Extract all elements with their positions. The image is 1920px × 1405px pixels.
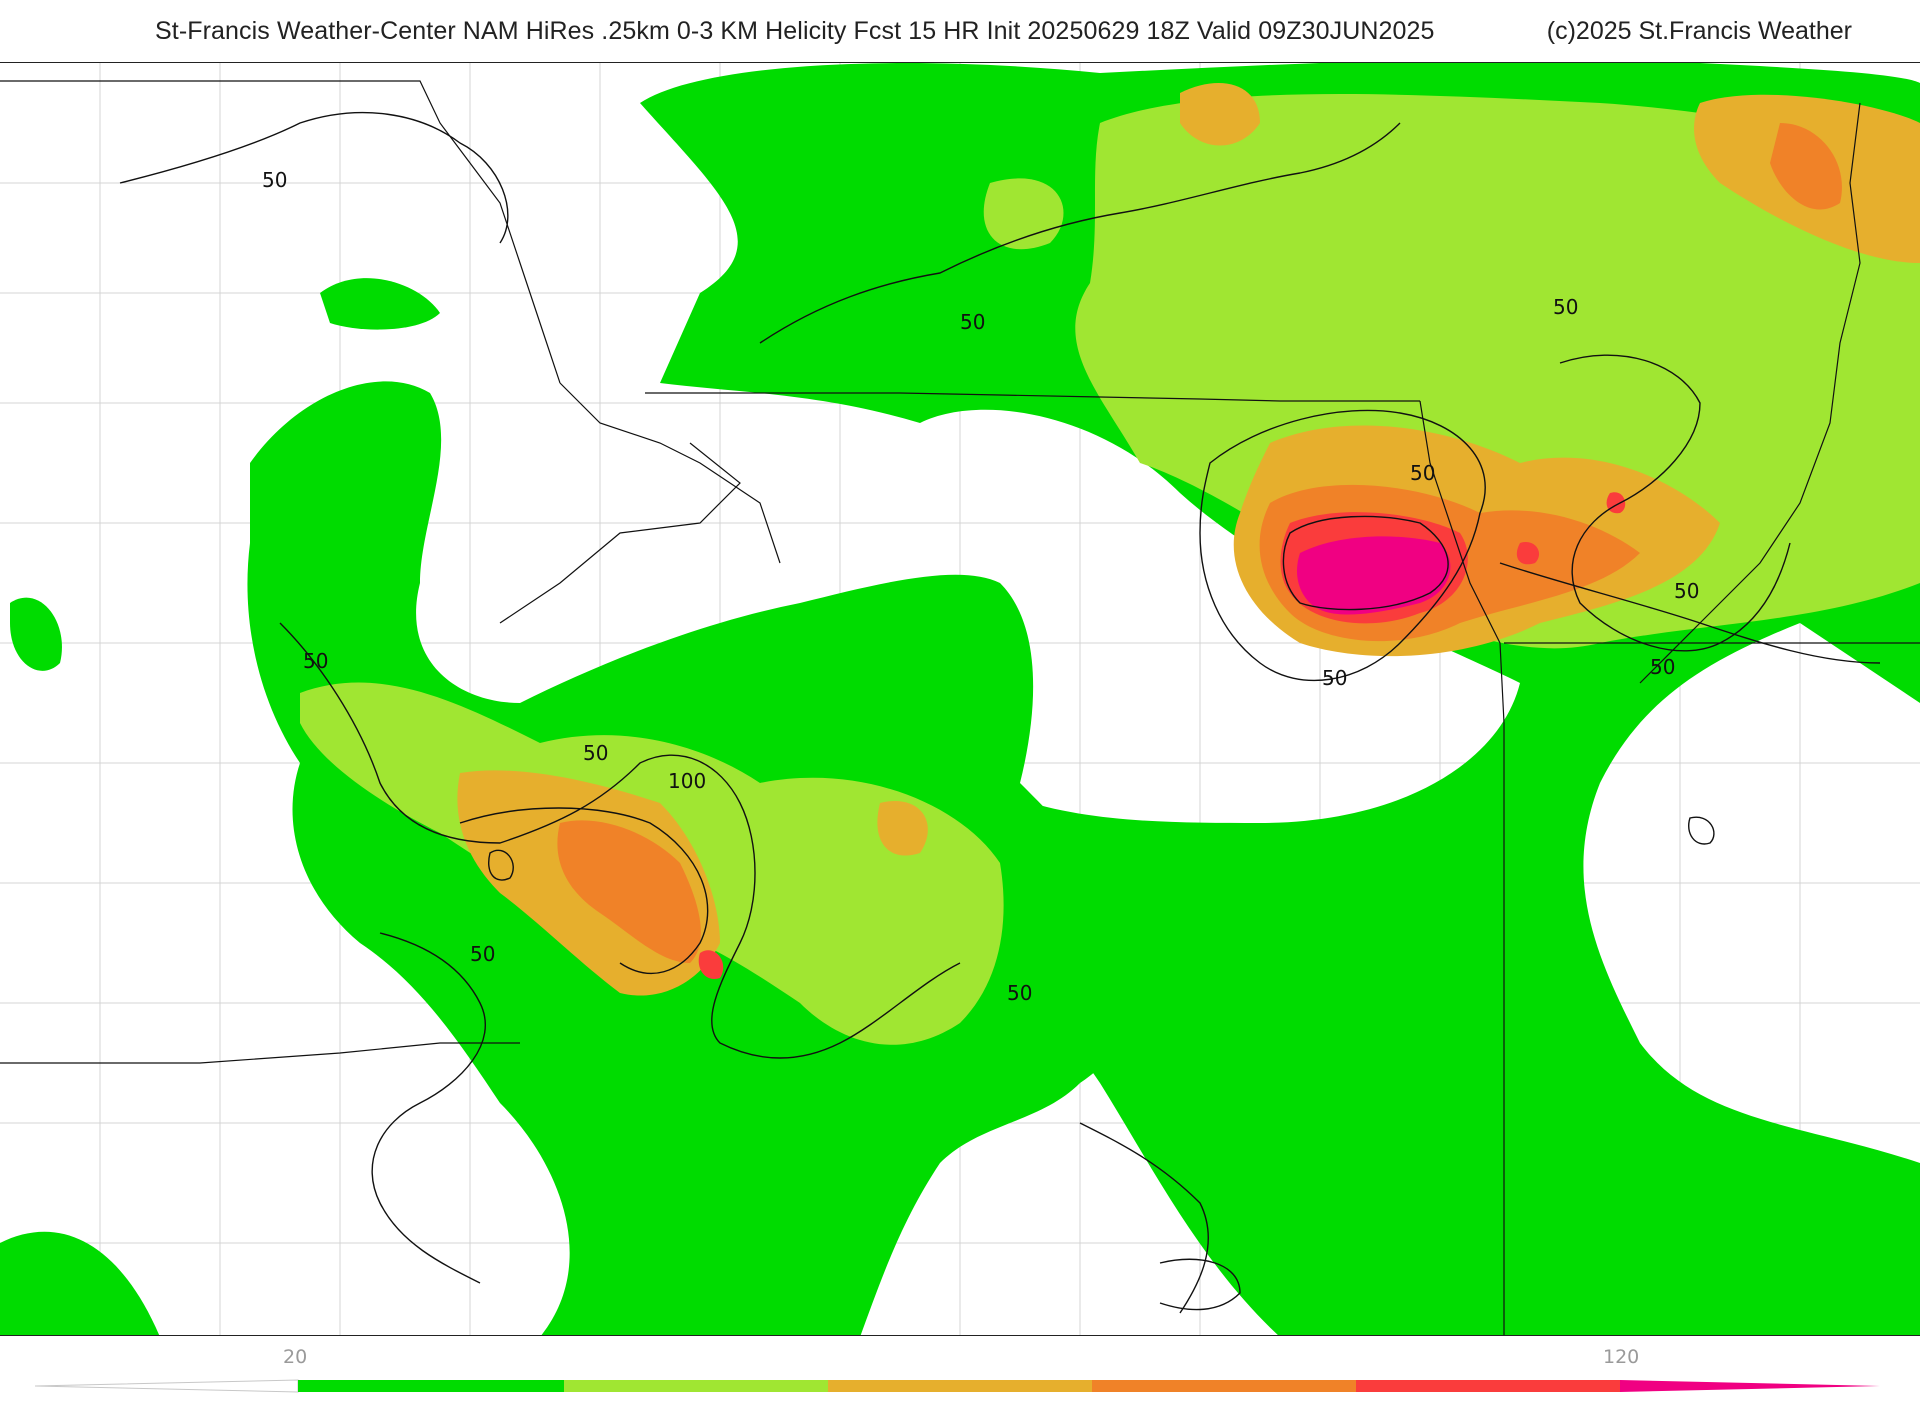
- contour-label: 50: [262, 168, 287, 192]
- legend-swatch: [564, 1380, 828, 1392]
- legend-tick-label: 120: [1603, 1346, 1639, 1368]
- legend-swatch: [1356, 1380, 1620, 1392]
- contour-label: 100: [668, 769, 706, 793]
- color-legend: 20 120: [0, 1338, 1920, 1400]
- contour-label: 50: [960, 310, 985, 334]
- contour-label: 50: [1322, 666, 1347, 690]
- contour-label: 50: [1007, 981, 1032, 1005]
- contour-label: 50: [583, 741, 608, 765]
- contour-label: 50: [1674, 579, 1699, 603]
- copyright-text: (c)2025 St.Francis Weather: [1546, 17, 1852, 45]
- legend-swatch: [1092, 1380, 1356, 1392]
- legend-tick-label: 20: [283, 1346, 307, 1368]
- legend-swatch: [298, 1380, 564, 1392]
- helicity-map: 50 50 50 50 50 50 50 50 50 50 100 50: [0, 62, 1920, 1336]
- legend-over-arrow: [1620, 1380, 1880, 1392]
- helicity-contours: [119, 111, 1881, 1314]
- contour-label: 50: [1410, 461, 1435, 485]
- contour-label: 50: [1650, 655, 1675, 679]
- legend-swatch: [828, 1380, 1092, 1392]
- map-title: St-Francis Weather-Center NAM HiRes .25k…: [155, 17, 1435, 45]
- legend-under-arrow: [34, 1379, 299, 1393]
- contour-label: 50: [1553, 295, 1578, 319]
- helicity-fill-120: [1297, 536, 1451, 615]
- contour-label: 50: [303, 649, 328, 673]
- state-borders: [0, 80, 1920, 1335]
- map-header: St-Francis Weather-Center NAM HiRes .25k…: [0, 0, 1920, 62]
- contour-label: 50: [470, 942, 495, 966]
- contour-labels: 50 50 50 50 50 50 50 50 50 50 100 50: [262, 168, 1699, 1005]
